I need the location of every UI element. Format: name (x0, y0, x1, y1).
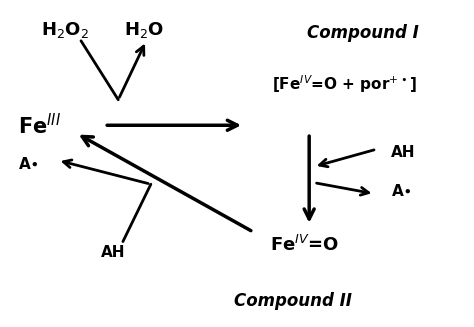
Text: H$_2$O$_2$: H$_2$O$_2$ (41, 20, 89, 40)
Text: Compound II: Compound II (234, 292, 352, 310)
Text: A$\bullet$: A$\bullet$ (18, 156, 39, 171)
Text: Fe$^{IV}$=O: Fe$^{IV}$=O (270, 235, 338, 255)
Text: A$\bullet$: A$\bullet$ (391, 182, 411, 198)
Text: Fe$^{III}$: Fe$^{III}$ (18, 113, 61, 138)
Text: Compound I: Compound I (307, 24, 419, 42)
Text: AH: AH (391, 145, 415, 160)
Text: [Fe$^{IV}$=O + por$^{+\bullet}$]: [Fe$^{IV}$=O + por$^{+\bullet}$] (272, 73, 417, 95)
Text: AH: AH (101, 245, 126, 260)
Text: H$_2$O: H$_2$O (124, 20, 164, 40)
